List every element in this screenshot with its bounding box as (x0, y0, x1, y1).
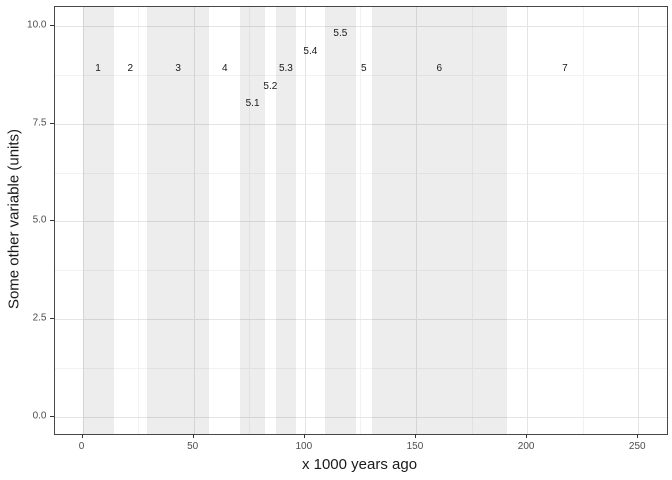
stage-label-3: 3 (175, 63, 181, 75)
stage-label-2: 2 (127, 63, 134, 75)
x-gridline-minor (360, 7, 362, 434)
stage-band-1 (82, 7, 114, 434)
x-tick-label: 150 (406, 441, 424, 452)
x-gridline-major (638, 7, 640, 434)
stage-label-4: 4 (222, 63, 228, 75)
x-gridline-major (415, 7, 417, 434)
x-tick-label: 200 (517, 441, 535, 452)
y-gridline-major (54, 319, 667, 321)
y-tick-label: 7.5 (32, 117, 47, 129)
stage-label-5.4: 5.4 (303, 45, 318, 57)
x-gridline-major (304, 7, 306, 434)
y-tick-mark (49, 415, 54, 417)
x-gridline-major (193, 7, 195, 434)
x-tick-mark (81, 434, 83, 438)
stage-label-5.3: 5.3 (278, 63, 293, 75)
x-tick-mark (526, 434, 528, 438)
y-gridline-minor (54, 367, 667, 369)
y-tick-mark (49, 220, 54, 222)
y-tick-label: 5.0 (32, 214, 47, 226)
stage-label-7: 7 (562, 63, 568, 75)
stage-label-5: 5 (360, 63, 367, 75)
x-tick-mark (303, 434, 305, 438)
x-axis: 0 50 100 150 200 250 (54, 434, 666, 460)
stage-band-6 (371, 7, 508, 434)
stage-label-1: 1 (95, 63, 101, 75)
y-gridline-minor (54, 74, 667, 76)
y-axis: 0.0 2.5 5.0 7.5 10.0 (0, 6, 54, 433)
y-gridline-major (54, 26, 667, 28)
y-tick-label: 0.0 (32, 410, 47, 422)
x-tick-mark (414, 434, 416, 438)
x-gridline-minor (471, 7, 473, 434)
x-tick-label: 0 (78, 441, 85, 452)
x-tick-label: 250 (628, 441, 646, 452)
x-tick-label: 50 (187, 441, 199, 452)
y-tick-label: 10.0 (27, 19, 47, 31)
stage-label-6: 6 (436, 63, 443, 75)
plot-panel: 1 2 3 4 5.1 5.2 5.3 5.4 5.5 5 6 7 (53, 6, 668, 435)
y-gridline-major (54, 416, 667, 418)
y-gridline-minor (54, 270, 667, 272)
y-gridline-minor (54, 172, 667, 174)
stage-band-5.3 (275, 7, 296, 434)
x-axis-title: x 1000 years ago (301, 456, 418, 473)
stage-label-5.1: 5.1 (245, 98, 260, 110)
x-gridline-minor (582, 7, 584, 434)
x-gridline-minor (138, 7, 140, 434)
x-tick-mark (637, 434, 639, 438)
y-tick-mark (49, 25, 54, 27)
stage-band-5.1 (240, 7, 265, 434)
stage-label-5.2: 5.2 (263, 80, 278, 92)
y-gridline-major (54, 221, 667, 223)
stage-label-5.5: 5.5 (333, 27, 348, 39)
x-tick-mark (192, 434, 194, 438)
y-tick-mark (49, 122, 54, 124)
x-gridline-major (527, 7, 529, 434)
x-gridline-major (82, 7, 84, 434)
stage-band-5.5 (324, 7, 356, 434)
x-tick-label: 100 (295, 441, 313, 452)
x-gridline-minor (249, 7, 251, 434)
stage-band-3 (146, 7, 210, 434)
y-tick-mark (49, 318, 54, 320)
y-gridline-major (54, 123, 667, 125)
y-tick-label: 2.5 (32, 312, 47, 324)
